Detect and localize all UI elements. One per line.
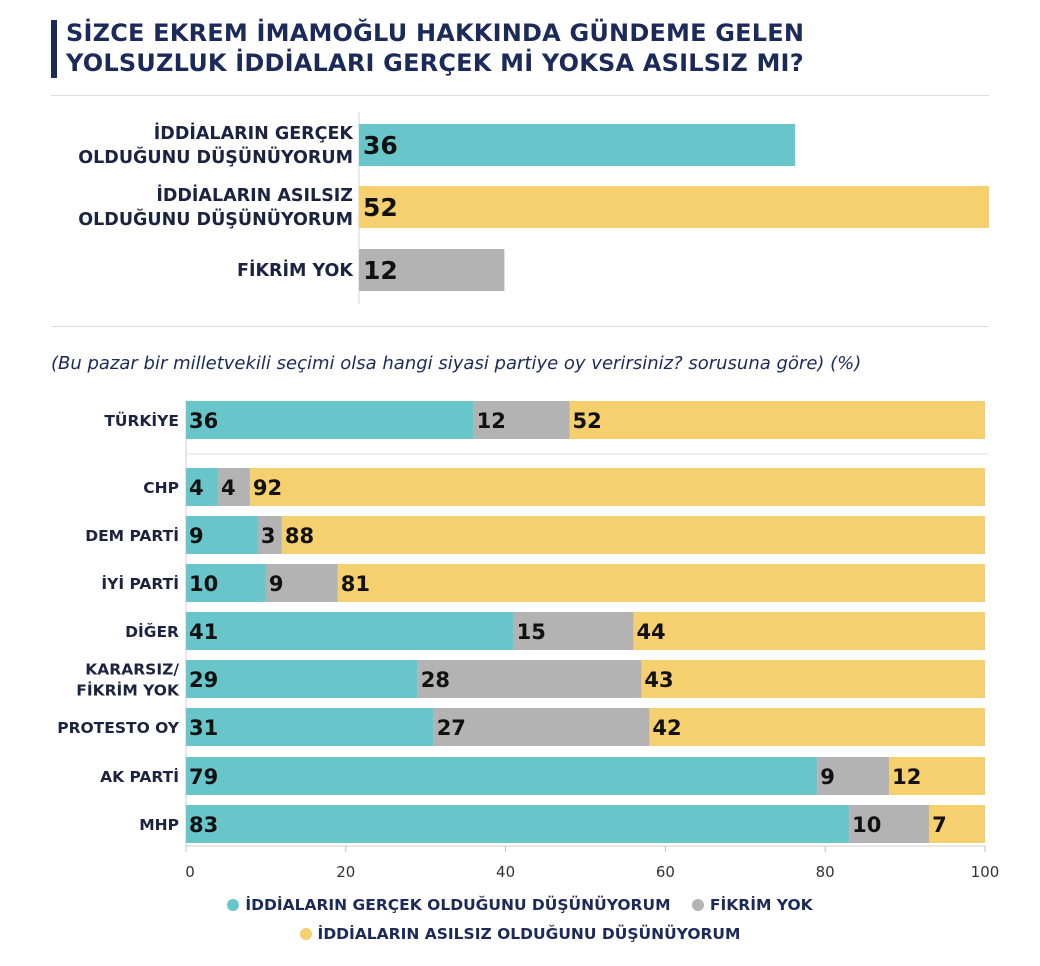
value-label-fake: 43: [644, 668, 673, 692]
bar-none-di-er: [513, 612, 634, 650]
page-title: SİZCE EKREM İMAMOĞLU HAKKINDA GÜNDEME GE…: [66, 19, 805, 77]
summary-value-label: 12: [363, 256, 398, 285]
bar-none-dem-parti: [257, 516, 282, 554]
category-label: FİKRİM YOK: [76, 681, 180, 700]
bar-none-kararsiz-fi-kri-m-yok: [417, 660, 642, 698]
divider-top: [51, 95, 989, 96]
value-label-none: 12: [477, 409, 506, 433]
summary-category-label: İDDİALARIN GERÇEK: [154, 122, 355, 144]
bar-fake-protesto-oy: [649, 708, 985, 746]
divider-middle: [51, 326, 989, 327]
value-label-real: 9: [189, 524, 204, 548]
bar-real-mhp: [186, 805, 850, 843]
bar-fake-i-yi-parti: [337, 564, 985, 602]
bar-real-kararsiz-fi-kri-m-yok: [186, 660, 418, 698]
summary-bar-i-ddi-alarin-ger-ek-oldu-unu-d-n-yorum: [359, 124, 796, 166]
bar-fake-kararsiz-fi-kri-m-yok: [641, 660, 985, 698]
value-label-none: 4: [221, 476, 236, 500]
summary-bar-i-ddi-alarin-asilsiz-oldu-unu-d-n-yorum: [359, 186, 989, 228]
category-label: CHP: [143, 479, 179, 497]
category-label: İYİ PARTİ: [101, 574, 179, 593]
bar-real-dem-parti: [186, 516, 258, 554]
bar-fake-chp: [249, 468, 986, 506]
value-label-real: 79: [189, 765, 218, 789]
legend-label-real: İDDİALARIN GERÇEK OLDUĞUNU DÜŞÜNÜYORUM: [245, 896, 671, 914]
bar-none-ak-parti: [817, 757, 890, 795]
value-label-fake: 81: [341, 572, 370, 596]
legend-row-1: İDDİALARIN GERÇEK OLDUĞUNU DÜŞÜNÜYORUM F…: [0, 896, 1040, 915]
value-label-none: 9: [269, 572, 284, 596]
legend-item-real: İDDİALARIN GERÇEK OLDUĞUNU DÜŞÜNÜYORUM: [227, 896, 671, 914]
value-label-none: 9: [820, 765, 835, 789]
category-label: TÜRKİYE: [104, 411, 179, 430]
summary-category-label: OLDUĞUNU DÜŞÜNÜYORUM: [78, 146, 353, 168]
value-label-real: 83: [189, 813, 218, 837]
x-tick-label: 100: [971, 863, 1000, 881]
x-tick-label: 40: [496, 863, 515, 881]
bar-none-protesto-oy: [433, 708, 650, 746]
bar-fake-mhp: [929, 805, 985, 843]
value-label-fake: 52: [573, 409, 602, 433]
summary-value-label: 52: [363, 193, 398, 222]
category-label: DİĞER: [125, 622, 179, 641]
value-label-real: 36: [189, 409, 218, 433]
legend-swatch-fake: [299, 928, 312, 940]
legend-row-2: İDDİALARIN ASILSIZ OLDUĞUNU DÜŞÜNÜYORUM: [0, 925, 1040, 944]
value-label-real: 31: [189, 716, 218, 740]
value-label-none: 28: [421, 668, 450, 692]
value-label-real: 29: [189, 668, 218, 692]
bar-fake-ak-parti: [889, 757, 985, 795]
bar-real-protesto-oy: [186, 708, 434, 746]
legend-label-fake: İDDİALARIN ASILSIZ OLDUĞUNU DÜŞÜNÜYORUM: [317, 925, 741, 943]
x-tick-label: 20: [336, 863, 355, 881]
bar-fake-di-er: [633, 612, 985, 650]
x-tick-label: 0: [185, 863, 195, 881]
bar-none-mhp: [849, 805, 930, 843]
category-label: KARARSIZ/: [85, 661, 179, 679]
legend-label-none: FİKRİM YOK: [709, 896, 813, 914]
chart-subtitle: (Bu pazar bir milletvekili seçimi olsa h…: [51, 353, 862, 374]
legend-swatch-real: [227, 899, 240, 911]
value-label-real: 4: [189, 476, 204, 500]
category-label: PROTESTO OY: [57, 719, 180, 737]
value-label-none: 27: [437, 716, 466, 740]
bar-fake-t-rki-ye: [569, 401, 985, 439]
summary-category-label: İDDİALARIN ASILSIZ: [156, 184, 353, 206]
value-label-fake: 7: [932, 813, 947, 837]
summary-category-label: FİKRİM YOK: [237, 259, 354, 281]
x-tick-label: 80: [816, 863, 835, 881]
summary-category-label: OLDUĞUNU DÜŞÜNÜYORUM: [78, 208, 353, 230]
value-label-none: 3: [261, 524, 276, 548]
bar-fake-dem-parti: [281, 516, 985, 554]
bar-none-t-rki-ye: [473, 401, 570, 439]
category-label: AK PARTİ: [100, 767, 179, 786]
value-label-none: 15: [517, 620, 546, 644]
bar-none-chp: [217, 468, 250, 506]
legend-item-none: FİKRİM YOK: [691, 896, 813, 914]
category-label: MHP: [139, 816, 179, 834]
legend-swatch-none: [691, 899, 704, 911]
value-label-fake: 88: [285, 524, 314, 548]
value-label-fake: 92: [253, 476, 282, 500]
value-label-none: 10: [852, 813, 881, 837]
value-label-real: 41: [189, 620, 218, 644]
summary-bar-fi-kri-m-yok: [359, 249, 505, 291]
value-label-real: 10: [189, 572, 218, 596]
value-label-fake: 42: [652, 716, 681, 740]
bar-none-i-yi-parti: [265, 564, 338, 602]
category-label: DEM PARTİ: [85, 526, 179, 545]
summary-value-label: 36: [363, 131, 398, 160]
bar-real-t-rki-ye: [186, 401, 474, 439]
bar-real-chp: [186, 468, 218, 506]
title-accent-bar: [51, 20, 57, 78]
bar-real-ak-parti: [186, 757, 818, 795]
x-tick-label: 60: [656, 863, 675, 881]
bar-real-di-er: [186, 612, 514, 650]
bar-real-i-yi-parti: [186, 564, 266, 602]
value-label-fake: 12: [892, 765, 921, 789]
value-label-fake: 44: [636, 620, 665, 644]
legend-item-fake: İDDİALARIN ASILSIZ OLDUĞUNU DÜŞÜNÜYORUM: [299, 925, 741, 943]
